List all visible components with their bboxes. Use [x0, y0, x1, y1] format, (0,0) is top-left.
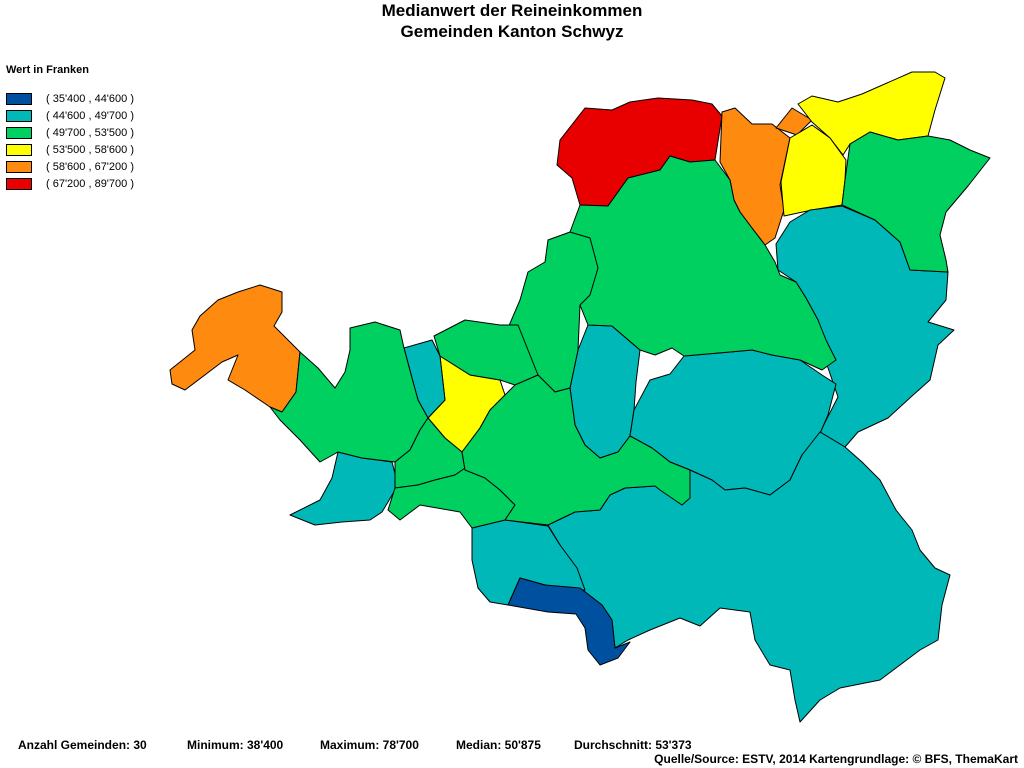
municipality-region[interactable] [269, 321, 429, 463]
legend-swatch-class-1 [6, 92, 32, 105]
legend-swatch-class-2 [6, 109, 32, 122]
legend-swatch-class-3 [6, 126, 32, 139]
legend-item: ( 53'500 , 58'600 ) [6, 141, 134, 158]
stat-minimum: Minimum: 38'400 [187, 738, 284, 752]
legend-label-class-6: ( 67'200 , 89'700 ) [46, 177, 134, 190]
legend-item: ( 44'600 , 49'700 ) [6, 107, 134, 124]
legend-item: ( 58'600 , 67'200 ) [6, 158, 134, 175]
legend-label-class-1: ( 35'400 , 44'600 ) [46, 92, 134, 105]
legend-label-class-4: ( 53'500 , 58'600 ) [46, 143, 134, 156]
stat-median: Median: 50'875 [456, 738, 541, 752]
stat-maximum: Maximum: 78'700 [320, 738, 419, 752]
legend-swatch-class-6 [6, 177, 32, 190]
map-title-line-2: Gemeinden Kanton Schwyz [400, 22, 624, 41]
municipality-region[interactable] [507, 577, 631, 666]
legend-swatch-class-5 [6, 160, 32, 173]
statistics-bar: Anzahl Gemeinden: 30 Minimum: 38'400 Max… [0, 738, 1024, 754]
stat-mean: Durchschnitt: 53'373 [574, 738, 692, 752]
legend-item: ( 49'700 , 53'500 ) [6, 124, 134, 141]
legend-item: ( 35'400 , 44'600 ) [6, 90, 134, 107]
source-note: Quelle/Source: ESTV, 2014 Kartengrundlag… [654, 752, 1018, 766]
legend-label-class-2: ( 44'600 , 49'700 ) [46, 109, 134, 122]
map-title-line-1: Medianwert der Reineinkommen [381, 1, 643, 20]
stat-count: Anzahl Gemeinden: 30 [18, 738, 147, 752]
legend: Wert in Franken ( 35'400 , 44'600 ) ( 44… [6, 64, 134, 192]
municipality-region[interactable] [841, 131, 991, 273]
municipality-region[interactable] [461, 374, 691, 526]
legend-label-class-5: ( 58'600 , 67'200 ) [46, 160, 134, 173]
municipality-region[interactable] [569, 155, 837, 371]
legend-title: Wert in Franken [6, 64, 89, 76]
legend-item: ( 67'200 , 89'700 ) [6, 175, 134, 192]
legend-label-class-3: ( 49'700 , 53'500 ) [46, 126, 134, 139]
municipality-region[interactable] [169, 284, 301, 413]
municipality-region[interactable] [289, 451, 399, 526]
legend-swatch-class-4 [6, 143, 32, 156]
map-title: Medianwert der Reineinkommen Gemeinden K… [0, 0, 1024, 42]
